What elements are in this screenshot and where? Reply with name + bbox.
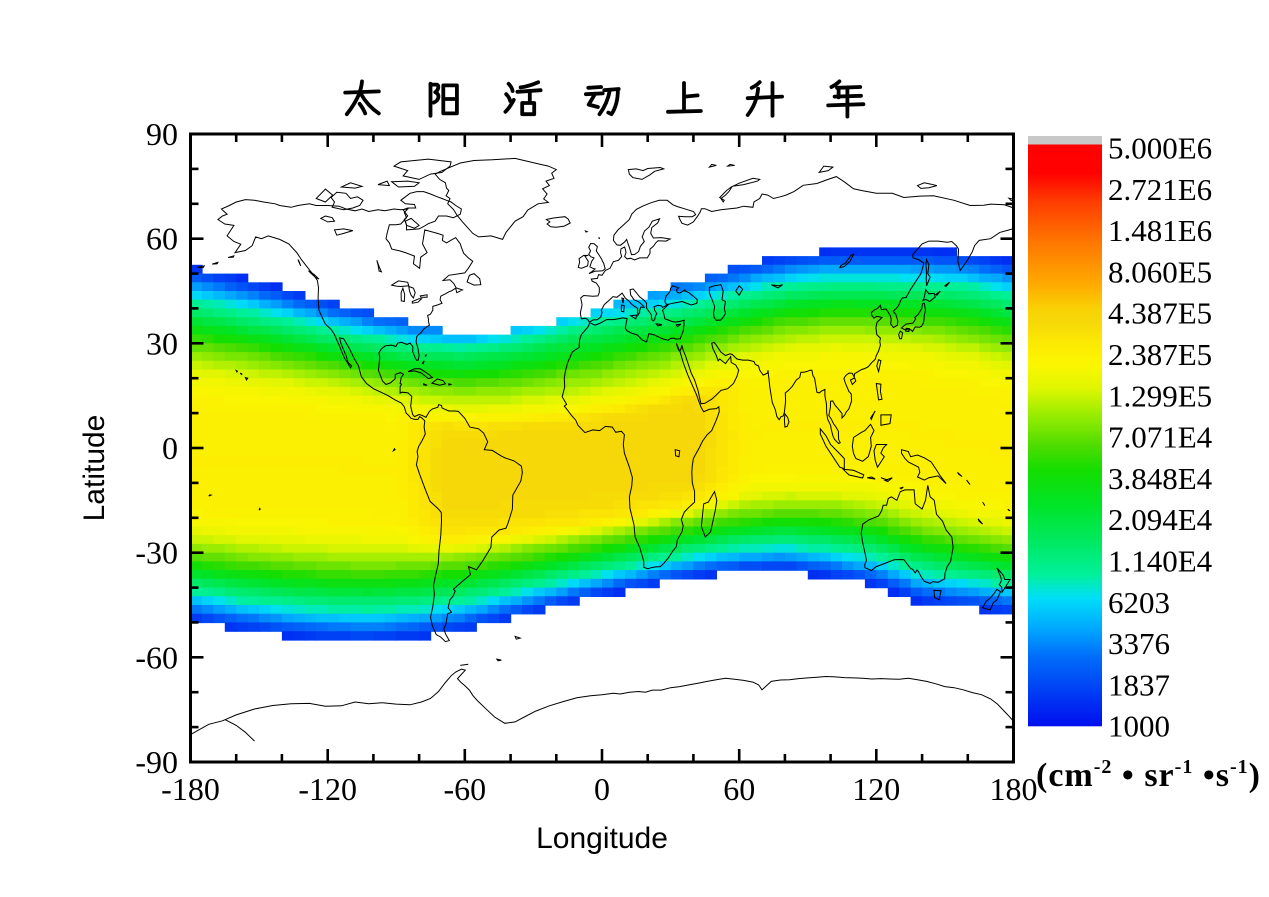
svg-text:120: 120 xyxy=(852,771,900,807)
svg-text:180: 180 xyxy=(990,771,1038,807)
svg-text:-180: -180 xyxy=(161,771,220,807)
svg-text:8.060E5: 8.060E5 xyxy=(1108,254,1212,289)
svg-text:3.848E4: 3.848E4 xyxy=(1108,461,1213,496)
svg-text:30: 30 xyxy=(146,325,178,361)
svg-text:1.299E5: 1.299E5 xyxy=(1108,378,1212,413)
svg-text:4.387E5: 4.387E5 xyxy=(1108,296,1212,331)
svg-text:-60: -60 xyxy=(135,639,178,675)
svg-text:6203: 6203 xyxy=(1108,585,1170,620)
svg-text:60: 60 xyxy=(723,771,755,807)
svg-text:Longitude: Longitude xyxy=(536,822,668,855)
svg-text:0: 0 xyxy=(594,771,610,807)
svg-text:1.481E6: 1.481E6 xyxy=(1108,213,1212,248)
svg-text:-90: -90 xyxy=(135,744,178,780)
svg-text:5.000E6: 5.000E6 xyxy=(1108,131,1212,166)
svg-text:1.140E4: 1.140E4 xyxy=(1108,544,1213,579)
svg-text:0: 0 xyxy=(162,430,178,466)
svg-text:1000: 1000 xyxy=(1108,709,1170,744)
svg-text:-120: -120 xyxy=(298,771,357,807)
svg-text:60: 60 xyxy=(146,221,178,257)
svg-text:3376: 3376 xyxy=(1108,626,1170,661)
svg-text:(cm-2 • sr-1 •s-1): (cm-2 • sr-1 •s-1) xyxy=(1036,756,1261,794)
svg-text:2.387E5: 2.387E5 xyxy=(1108,337,1212,372)
svg-text:1837: 1837 xyxy=(1108,667,1170,702)
svg-text:7.071E4: 7.071E4 xyxy=(1108,420,1213,455)
svg-text:2.721E6: 2.721E6 xyxy=(1108,172,1212,207)
svg-text:90: 90 xyxy=(146,116,178,152)
svg-text:Latitude: Latitude xyxy=(78,415,111,522)
svg-text:-60: -60 xyxy=(443,771,486,807)
svg-text:-30: -30 xyxy=(135,535,178,571)
svg-text:2.094E4: 2.094E4 xyxy=(1108,502,1213,537)
